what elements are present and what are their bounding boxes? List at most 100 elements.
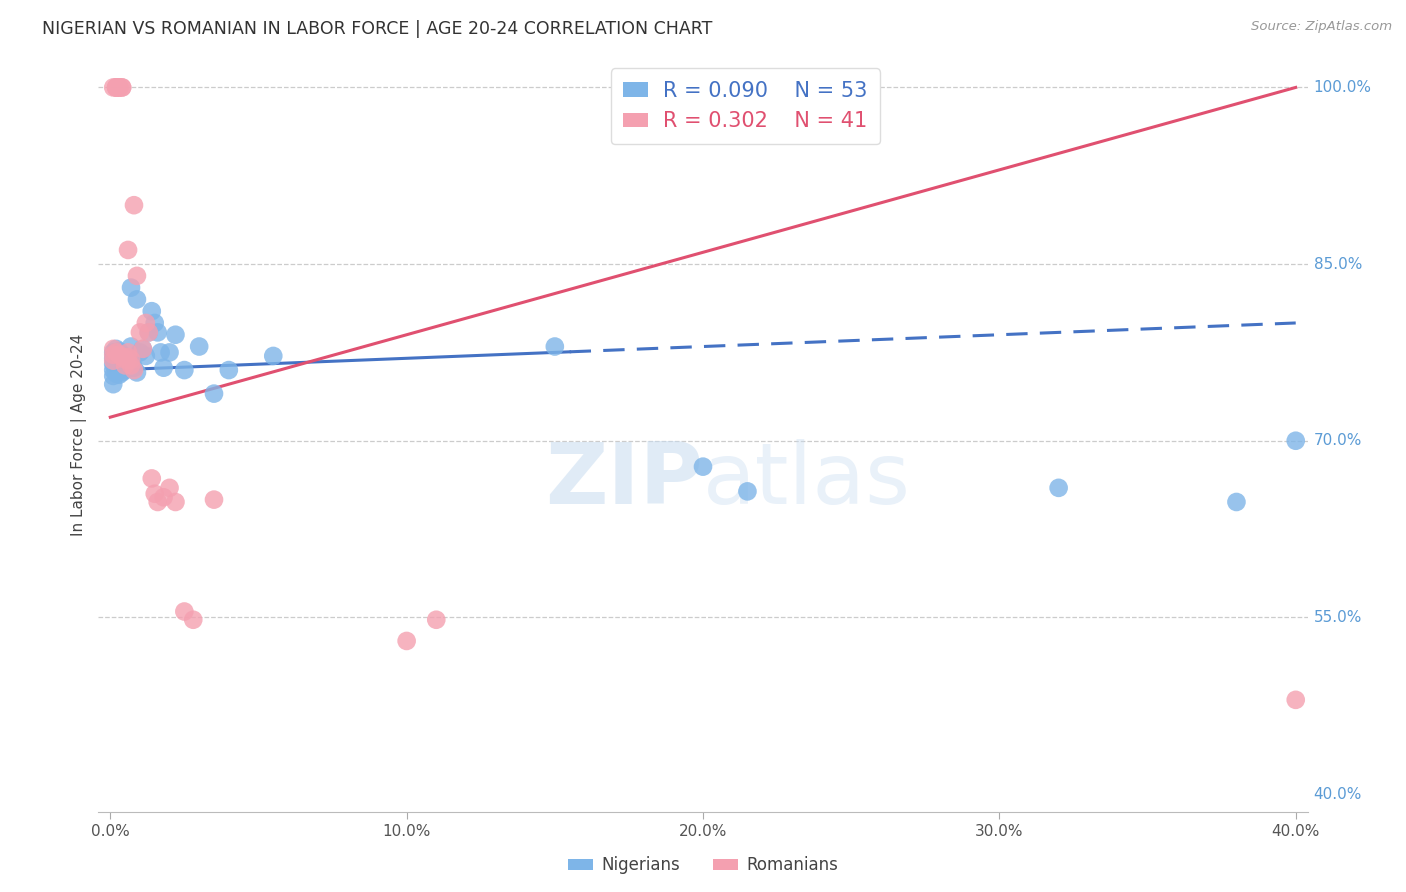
Point (146, 326, 169, 340)
Point (108, 350, 131, 364)
Point (149, 345, 172, 359)
Point (114, 350, 136, 364)
Point (132, 342, 155, 356)
Y-axis label: In Labor Force | Age 20-24: In Labor Force | Age 20-24 (72, 334, 87, 536)
Text: 85.0%: 85.0% (1313, 257, 1362, 271)
Point (1225, 495, 1247, 509)
Point (114, 363, 136, 377)
Point (105, 80, 128, 95)
Point (165, 495, 187, 509)
Text: 55.0%: 55.0% (1313, 610, 1362, 625)
Point (103, 363, 125, 377)
Point (105, 342, 128, 356)
Point (202, 492, 225, 507)
Point (122, 363, 145, 377)
Point (114, 356, 136, 370)
Legend: Nigerians, Romanians: Nigerians, Romanians (561, 850, 845, 881)
Point (138, 326, 160, 340)
Point (105, 367, 128, 381)
Text: 100.0%: 100.0% (1313, 80, 1372, 95)
Point (218, 363, 240, 377)
Point (122, 198, 145, 212)
Point (108, 356, 131, 370)
Text: NIGERIAN VS ROMANIAN IN LABOR FORCE | AGE 20-24 CORRELATION CHART: NIGERIAN VS ROMANIAN IN LABOR FORCE | AG… (42, 20, 713, 37)
Point (105, 80, 128, 95)
Point (108, 80, 131, 95)
Point (105, 360, 128, 375)
Point (125, 268, 148, 283)
Point (117, 350, 139, 364)
Point (111, 80, 134, 95)
Text: 40.0%: 40.0% (1313, 787, 1362, 802)
Point (111, 350, 134, 364)
Point (103, 342, 125, 356)
Point (120, 280, 142, 294)
Point (120, 357, 142, 371)
Point (132, 342, 155, 356)
Point (103, 80, 125, 95)
Point (111, 348, 134, 362)
Point (120, 339, 142, 353)
Point (108, 368, 131, 382)
Point (159, 481, 181, 495)
Text: atlas: atlas (703, 439, 911, 522)
Point (114, 352, 136, 367)
Point (103, 368, 125, 383)
Point (120, 352, 142, 367)
Point (114, 359, 136, 373)
Point (117, 243, 139, 257)
Point (129, 326, 152, 340)
Point (108, 348, 131, 362)
Point (181, 613, 204, 627)
Point (125, 293, 148, 307)
Point (125, 366, 148, 380)
Point (1285, 434, 1308, 448)
Point (141, 471, 163, 485)
Point (103, 353, 125, 368)
Point (103, 348, 125, 362)
Point (146, 495, 169, 509)
Point (117, 352, 139, 367)
Point (105, 349, 128, 363)
Point (111, 80, 134, 95)
Point (395, 634, 418, 648)
Point (122, 360, 145, 375)
Point (135, 316, 157, 330)
Point (108, 80, 131, 95)
Point (111, 359, 134, 374)
Point (173, 605, 195, 619)
Point (737, 484, 759, 499)
Point (152, 360, 174, 375)
Point (129, 345, 152, 359)
Point (159, 345, 181, 359)
Point (105, 80, 128, 95)
Point (103, 345, 125, 359)
Point (262, 349, 284, 363)
Point (103, 377, 125, 392)
Point (111, 353, 134, 368)
Point (152, 490, 174, 504)
Point (188, 339, 211, 353)
Point (1047, 481, 1070, 495)
Point (108, 344, 131, 359)
Point (165, 327, 187, 342)
Point (544, 339, 567, 353)
Point (117, 359, 139, 373)
Text: 70.0%: 70.0% (1313, 434, 1362, 449)
Point (135, 349, 157, 363)
Legend: R = 0.090    N = 53, R = 0.302    N = 41: R = 0.090 N = 53, R = 0.302 N = 41 (610, 69, 880, 144)
Point (111, 366, 134, 380)
Point (692, 459, 714, 474)
Point (138, 326, 160, 340)
Point (108, 80, 131, 95)
Point (105, 345, 128, 359)
Point (202, 386, 225, 401)
Point (1285, 693, 1308, 707)
Point (103, 351, 125, 366)
Point (143, 316, 166, 330)
Point (108, 362, 131, 376)
Point (141, 304, 163, 318)
Point (103, 357, 125, 371)
Point (105, 355, 128, 369)
Text: Source: ZipAtlas.com: Source: ZipAtlas.com (1251, 20, 1392, 33)
